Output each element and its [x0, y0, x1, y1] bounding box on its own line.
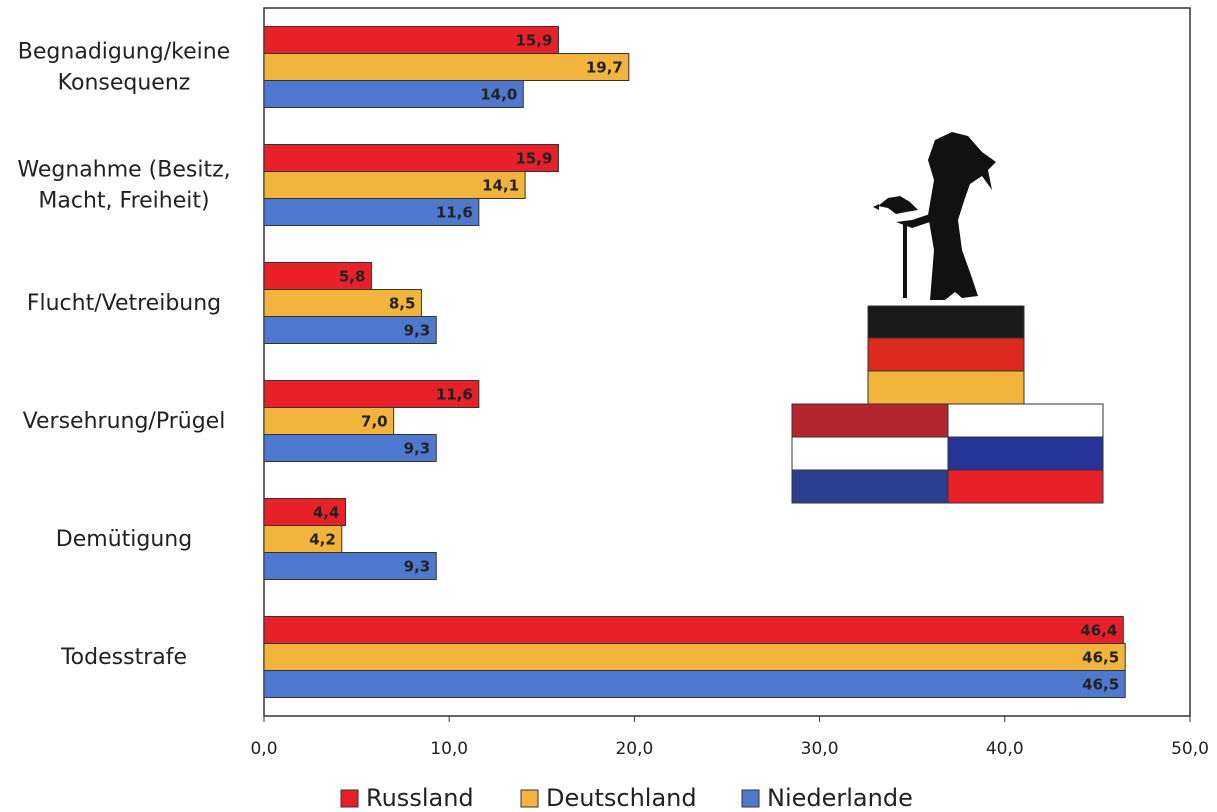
- bar-deutschland-5: [263, 643, 1126, 671]
- data-label-deutschland-4: 4,2: [309, 531, 336, 549]
- x-axis-ticks: 0,0 10,0 20,0 30,0 40,0 50,0: [250, 716, 1209, 759]
- bar-russland-0: [263, 26, 559, 54]
- x-tick-label-2: 20,0: [615, 739, 653, 759]
- category-label-4: Demütigung: [56, 527, 192, 552]
- legend-item-russland: Russland: [340, 784, 474, 812]
- legend-swatch-deutschland: [520, 789, 539, 808]
- bar-russland-1: [263, 144, 559, 172]
- bar-deutschland-4: [263, 525, 343, 553]
- category-label-5: Todesstrafe: [60, 645, 187, 670]
- legend-swatch-niederlande: [741, 789, 760, 808]
- data-label-niederlande-4: 9,3: [404, 558, 431, 576]
- netherlands-flag: [791, 403, 949, 504]
- legend: Russland Deutschland Niederlande: [340, 784, 913, 812]
- data-label-russland-3: 11,6: [436, 386, 473, 404]
- bar-niederlande-1: [263, 198, 480, 226]
- x-tick-label-0: 0,0: [250, 739, 277, 759]
- legend-item-deutschland: Deutschland: [520, 784, 697, 812]
- x-tick-label-5: 50,0: [1171, 739, 1209, 759]
- data-label-deutschland-2: 8,5: [389, 295, 416, 313]
- x-tick-label-3: 30,0: [801, 739, 839, 759]
- russia-flag: [947, 403, 1104, 504]
- bar-deutschland-1: [263, 171, 526, 199]
- data-label-niederlande-2: 9,3: [404, 322, 431, 340]
- data-label-russland-5: 46,4: [1080, 622, 1117, 640]
- bar-deutschland-2: [263, 289, 422, 317]
- bar-deutschland-0: [263, 53, 630, 81]
- witch-silhouette-icon: [873, 132, 996, 300]
- bar-russland-2: [263, 262, 372, 290]
- category-label-0: Begnadigung/keine Konsequenz: [18, 40, 230, 96]
- data-label-niederlande-3: 9,3: [404, 440, 431, 458]
- data-label-niederlande-5: 46,5: [1082, 676, 1119, 694]
- category-label-1: Wegnahme (Besitz, Macht, Freiheit): [17, 158, 230, 214]
- data-label-deutschland-5: 46,5: [1082, 649, 1119, 667]
- data-label-deutschland-1: 14,1: [482, 177, 519, 195]
- category-label-3: Versehrung/Prügel: [23, 409, 226, 434]
- bar-niederlande-3: [263, 434, 437, 462]
- bar-niederlande-5: [263, 670, 1126, 698]
- bar-niederlande-4: [263, 552, 437, 580]
- x-tick-label-1: 10,0: [430, 739, 468, 759]
- bar-russland-4: [263, 498, 346, 526]
- data-label-niederlande-0: 14,0: [480, 86, 517, 104]
- legend-label-niederlande: Niederlande: [767, 784, 913, 812]
- data-label-russland-1: 15,9: [515, 150, 552, 168]
- legend-label-russland: Russland: [366, 784, 474, 812]
- bar-russland-5: [263, 616, 1124, 644]
- data-label-niederlande-1: 11,6: [436, 204, 473, 222]
- bar-russland-3: [263, 380, 480, 408]
- bar-niederlande-2: [263, 316, 437, 344]
- data-label-russland-2: 5,8: [339, 268, 366, 286]
- data-label-deutschland-0: 19,7: [586, 59, 623, 77]
- germany-flag: [867, 305, 1025, 405]
- x-tick-label-4: 40,0: [986, 739, 1024, 759]
- plot-area: [263, 7, 1191, 717]
- legend-item-niederlande: Niederlande: [741, 784, 913, 812]
- category-labels: Begnadigung/keine Konsequenz Wegnahme (Bes…: [17, 40, 230, 671]
- legend-label-deutschland: Deutschland: [546, 784, 697, 812]
- bars-layer: 15,9 19,7 14,0 15,9 14,1 11,6 5,8 8,5 9,3 11,6 7,0…: [263, 26, 1126, 698]
- bar-niederlande-0: [263, 80, 524, 108]
- category-label-2: Flucht/Vetreibung: [27, 291, 221, 316]
- legend-swatch-russland: [340, 789, 359, 808]
- data-label-deutschland-3: 7,0: [361, 413, 388, 431]
- flag-podium-illustration: [791, 132, 1104, 504]
- data-label-russland-0: 15,9: [515, 32, 552, 50]
- data-label-russland-4: 4,4: [313, 504, 340, 522]
